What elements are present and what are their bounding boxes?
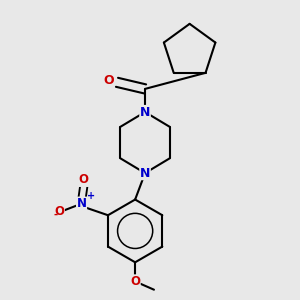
- Text: -: -: [53, 210, 58, 220]
- Text: O: O: [79, 173, 89, 186]
- Text: N: N: [76, 197, 86, 210]
- Text: N: N: [140, 106, 150, 118]
- Text: O: O: [54, 206, 64, 218]
- Text: +: +: [88, 191, 96, 201]
- Text: O: O: [103, 74, 114, 87]
- Text: N: N: [140, 167, 150, 180]
- Text: O: O: [130, 275, 140, 288]
